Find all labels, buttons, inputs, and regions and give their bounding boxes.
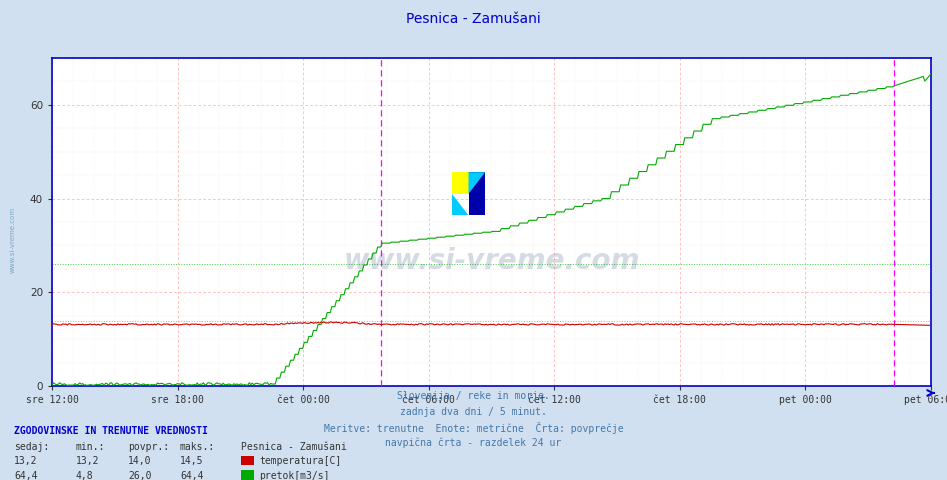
Text: temperatura[C]: temperatura[C] xyxy=(259,456,342,466)
Text: www.si-vreme.com: www.si-vreme.com xyxy=(343,248,640,276)
Text: maks.:: maks.: xyxy=(180,442,215,452)
Text: zadnja dva dni / 5 minut.: zadnja dva dni / 5 minut. xyxy=(400,407,547,417)
Text: 4,8: 4,8 xyxy=(76,470,94,480)
Polygon shape xyxy=(469,172,485,194)
Text: Pesnica - Zamušani: Pesnica - Zamušani xyxy=(241,442,348,452)
Text: Pesnica - Zamušani: Pesnica - Zamušani xyxy=(406,12,541,26)
Text: 64,4: 64,4 xyxy=(14,470,38,480)
Text: sedaj:: sedaj: xyxy=(14,442,49,452)
Polygon shape xyxy=(469,172,485,216)
Text: 13,2: 13,2 xyxy=(76,456,99,466)
Text: min.:: min.: xyxy=(76,442,105,452)
Text: 64,4: 64,4 xyxy=(180,470,204,480)
Text: Slovenija / reke in morje.: Slovenija / reke in morje. xyxy=(397,391,550,401)
Text: 14,5: 14,5 xyxy=(180,456,204,466)
Text: povpr.:: povpr.: xyxy=(128,442,169,452)
Text: 26,0: 26,0 xyxy=(128,470,152,480)
Bar xyxy=(452,172,469,194)
Text: 14,0: 14,0 xyxy=(128,456,152,466)
Text: Meritve: trenutne  Enote: metrične  Črta: povprečje: Meritve: trenutne Enote: metrične Črta: … xyxy=(324,422,623,434)
Polygon shape xyxy=(452,194,469,216)
Text: pretok[m3/s]: pretok[m3/s] xyxy=(259,470,330,480)
Text: www.si-vreme.com: www.si-vreme.com xyxy=(9,207,15,273)
Text: navpična črta - razdelek 24 ur: navpična črta - razdelek 24 ur xyxy=(385,437,562,448)
Text: ZGODOVINSKE IN TRENUTNE VREDNOSTI: ZGODOVINSKE IN TRENUTNE VREDNOSTI xyxy=(14,426,208,436)
Text: 13,2: 13,2 xyxy=(14,456,38,466)
